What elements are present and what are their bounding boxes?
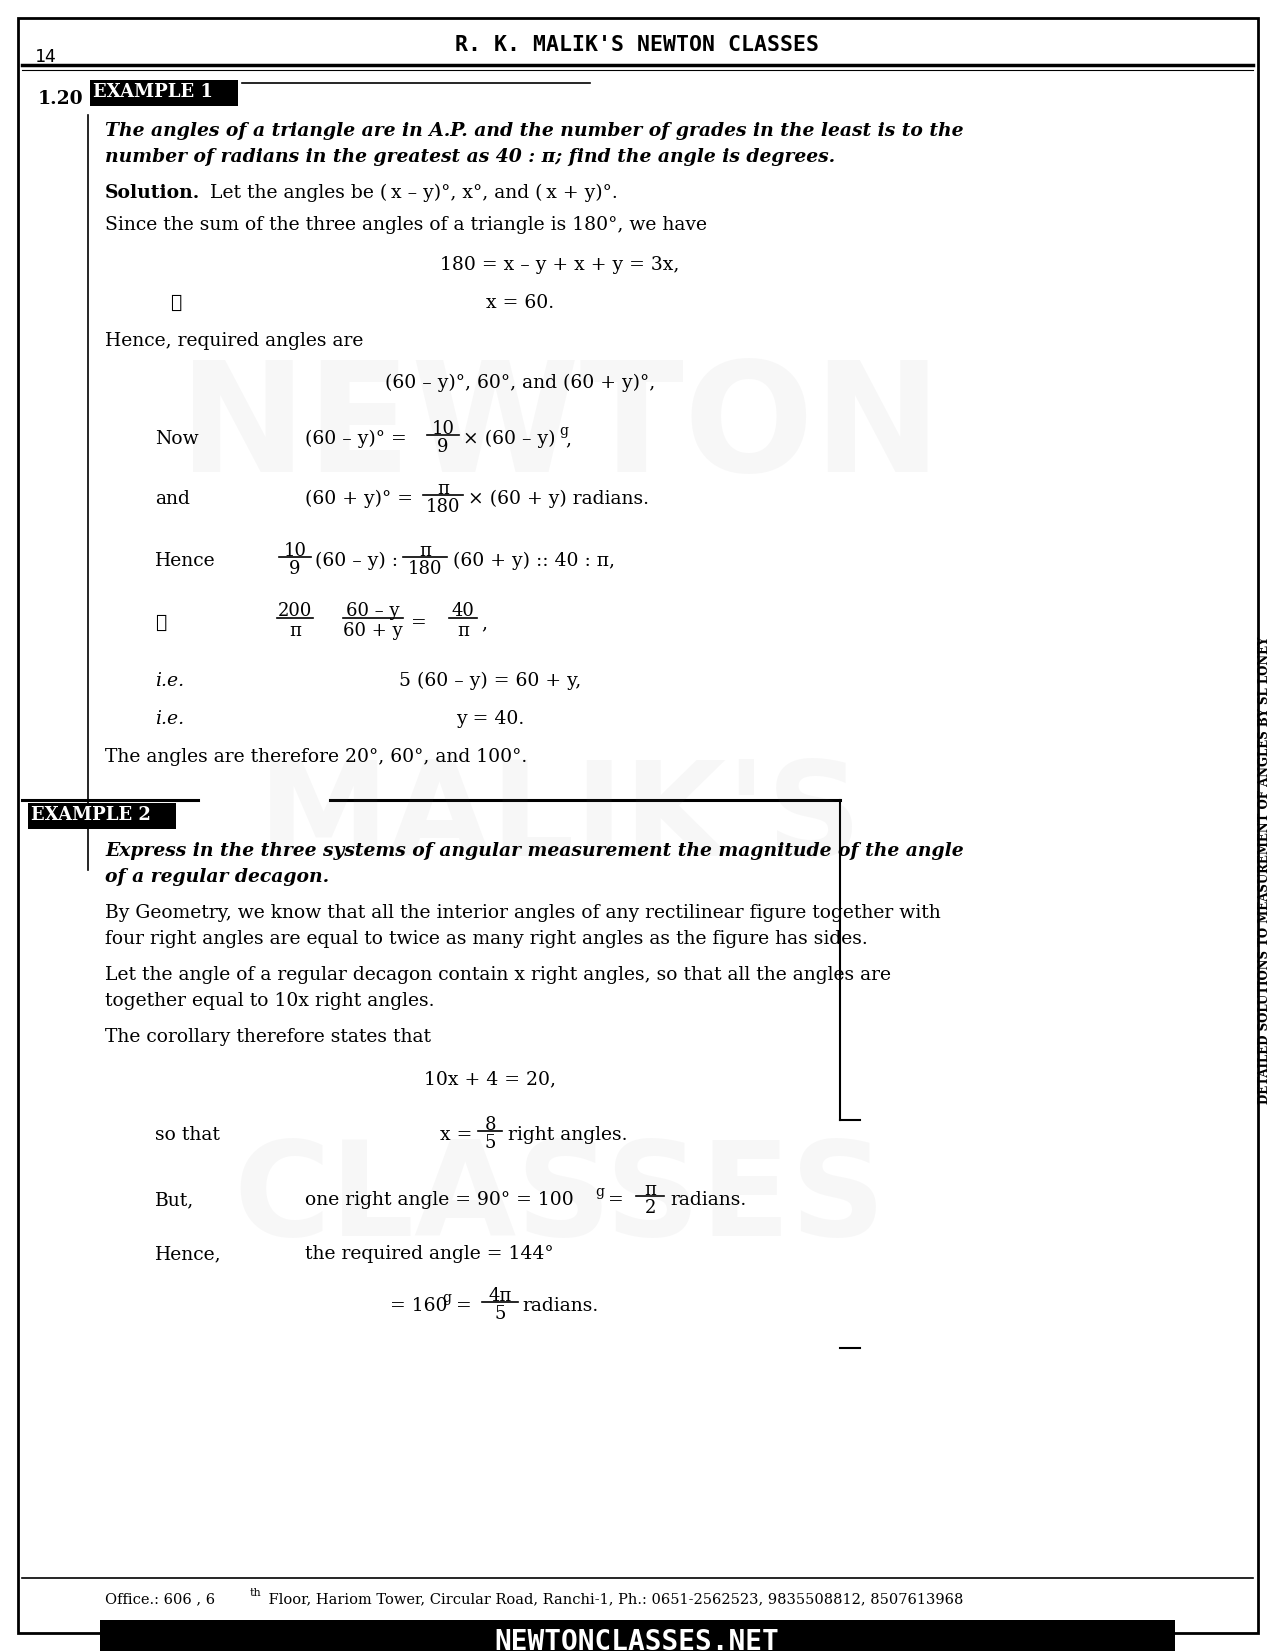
Text: ∴: ∴ (170, 294, 181, 312)
Text: (60 – y) :: (60 – y) : (315, 551, 398, 570)
Text: 9: 9 (437, 438, 449, 456)
Text: ∴: ∴ (156, 614, 166, 632)
Text: x = 60.: x = 60. (486, 294, 555, 312)
Text: π: π (456, 622, 469, 641)
Text: the required angle = 144°: the required angle = 144° (305, 1245, 553, 1263)
Text: π: π (419, 542, 431, 560)
Text: 14: 14 (34, 48, 57, 66)
FancyBboxPatch shape (99, 1620, 1176, 1651)
Text: NEWTONCLASSES.NET: NEWTONCLASSES.NET (495, 1628, 779, 1651)
Text: 60 + y: 60 + y (343, 622, 403, 641)
Text: x =: x = (440, 1126, 472, 1144)
Text: The corollary therefore states that: The corollary therefore states that (105, 1029, 431, 1047)
Text: = 160: = 160 (390, 1298, 448, 1314)
Text: i.e.: i.e. (156, 672, 184, 690)
Text: 10: 10 (431, 419, 454, 438)
Text: 180: 180 (426, 499, 460, 517)
Text: of a regular decagon.: of a regular decagon. (105, 868, 329, 887)
Text: =: = (450, 1298, 472, 1314)
Text: 180: 180 (408, 560, 442, 578)
Text: π: π (289, 622, 301, 641)
Text: radians.: radians. (521, 1298, 598, 1314)
Text: y = 40.: y = 40. (456, 710, 524, 728)
Text: Now: Now (156, 429, 199, 447)
Text: ,: , (481, 614, 487, 632)
Text: 10: 10 (283, 542, 306, 560)
Text: 180 = x – y + x + y = 3x,: 180 = x – y + x + y = 3x, (440, 256, 680, 274)
Text: g: g (442, 1291, 451, 1304)
Text: R. K. MALIK'S NEWTON CLASSES: R. K. MALIK'S NEWTON CLASSES (455, 35, 819, 54)
Text: g: g (558, 424, 567, 438)
Text: CLASSES: CLASSES (233, 1136, 886, 1263)
Text: 200: 200 (278, 603, 312, 621)
Text: radians.: radians. (669, 1190, 746, 1209)
Text: But,: But, (156, 1190, 194, 1209)
Text: MALIK'S: MALIK'S (258, 756, 862, 883)
FancyBboxPatch shape (18, 18, 1258, 1633)
Text: th: th (250, 1588, 261, 1598)
Text: 10x + 4 = 20,: 10x + 4 = 20, (425, 1070, 556, 1088)
Text: four right angles are equal to twice as many right angles as the figure has side: four right angles are equal to twice as … (105, 930, 868, 948)
Text: g: g (595, 1185, 604, 1199)
Text: Let the angle of a regular decagon contain x right angles, so that all the angle: Let the angle of a regular decagon conta… (105, 966, 891, 984)
Text: 5 (60 – y) = 60 + y,: 5 (60 – y) = 60 + y, (399, 672, 581, 690)
Text: number of radians in the greatest as 40 : π; find the angle is degrees.: number of radians in the greatest as 40 … (105, 149, 835, 167)
Text: (60 – y)° =: (60 – y)° = (305, 429, 407, 449)
FancyBboxPatch shape (28, 802, 176, 829)
Text: =: = (411, 614, 427, 632)
Text: NEWTON: NEWTON (179, 355, 941, 505)
Text: (60 – y)°, 60°, and (60 + y)°,: (60 – y)°, 60°, and (60 + y)°, (385, 375, 655, 393)
Text: together equal to 10x right angles.: together equal to 10x right angles. (105, 992, 435, 1010)
Text: Express in the three systems of angular measurement the magnitude of the angle: Express in the three systems of angular … (105, 842, 964, 860)
Text: Hence,: Hence, (156, 1245, 222, 1263)
Text: Floor, Hariom Tower, Circular Road, Ranchi-1, Ph.: 0651-2562523, 9835508812, 850: Floor, Hariom Tower, Circular Road, Ranc… (264, 1592, 964, 1606)
Text: 2: 2 (644, 1199, 655, 1217)
Text: The angles are therefore 20°, 60°, and 100°.: The angles are therefore 20°, 60°, and 1… (105, 748, 528, 766)
Text: π: π (437, 480, 449, 499)
Text: ,: , (565, 429, 571, 447)
Text: Since the sum of the three angles of a triangle is 180°, we have: Since the sum of the three angles of a t… (105, 216, 708, 234)
Text: EXAMPLE 2: EXAMPLE 2 (31, 806, 150, 824)
Text: 60 – y: 60 – y (347, 603, 400, 621)
Text: Let the angles be ( x – y)°, x°, and ( x + y)°.: Let the angles be ( x – y)°, x°, and ( x… (204, 183, 618, 203)
Text: × (60 + y) radians.: × (60 + y) radians. (468, 490, 649, 509)
Text: 40: 40 (451, 603, 474, 621)
Text: 5: 5 (495, 1304, 506, 1322)
Text: =: = (602, 1190, 623, 1209)
Text: π: π (644, 1180, 655, 1199)
Text: Office.: 606 , 6: Office.: 606 , 6 (105, 1592, 215, 1606)
Text: Solution.: Solution. (105, 183, 200, 201)
Text: 9: 9 (289, 560, 301, 578)
Text: Hence, required angles are: Hence, required angles are (105, 332, 363, 350)
Text: right angles.: right angles. (507, 1126, 627, 1144)
Text: so that: so that (156, 1126, 219, 1144)
Text: 5: 5 (484, 1134, 496, 1152)
Text: EXAMPLE 1: EXAMPLE 1 (93, 83, 213, 101)
Text: and: and (156, 490, 190, 509)
Text: i.e.: i.e. (156, 710, 184, 728)
Text: (60 + y) :: 40 : π,: (60 + y) :: 40 : π, (453, 551, 615, 570)
Text: By Geometry, we know that all the interior angles of any rectilinear figure toge: By Geometry, we know that all the interi… (105, 905, 941, 921)
Text: 1.20: 1.20 (38, 91, 84, 107)
FancyBboxPatch shape (91, 79, 238, 106)
Text: DETAILED SOLUTIONS TO MEASUREMENT OF ANGLES BY SL LONEY: DETAILED SOLUTIONS TO MEASUREMENT OF ANG… (1258, 636, 1271, 1105)
Text: one right angle = 90° = 100: one right angle = 90° = 100 (305, 1190, 574, 1209)
Text: (60 + y)° =: (60 + y)° = (305, 490, 413, 509)
Text: 4π: 4π (488, 1288, 511, 1304)
Text: × (60 – y): × (60 – y) (463, 429, 556, 449)
Text: The angles of a triangle are in A.P. and the number of grades in the least is to: The angles of a triangle are in A.P. and… (105, 122, 964, 140)
Text: Hence: Hence (156, 551, 215, 570)
Text: 8: 8 (484, 1116, 496, 1134)
